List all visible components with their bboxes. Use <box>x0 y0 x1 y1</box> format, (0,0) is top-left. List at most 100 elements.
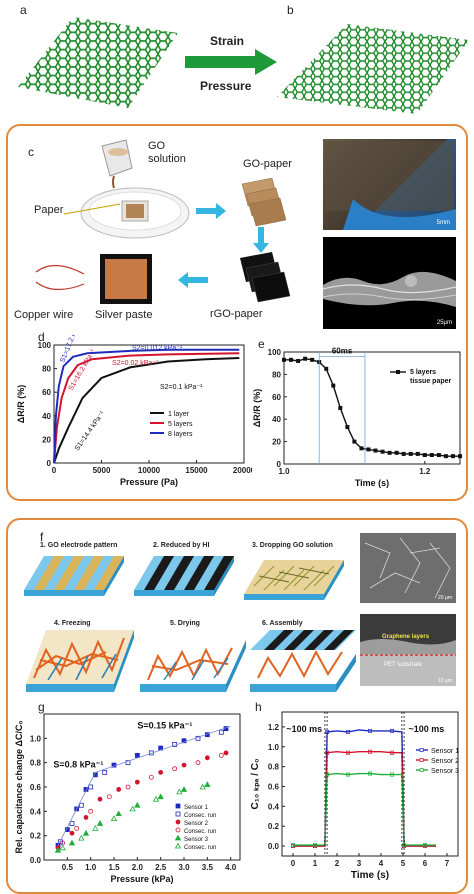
x-tick-label: 0 <box>52 466 57 475</box>
data-point <box>106 794 112 800</box>
legend-label: Consec. run <box>184 813 216 819</box>
y-tick-label: 40 <box>42 412 51 421</box>
y-tick-label: 0.6 <box>268 782 280 791</box>
data-point <box>129 805 136 812</box>
data-point <box>78 802 84 808</box>
data-point <box>352 439 357 444</box>
data-point <box>390 772 394 777</box>
legend-marker <box>419 758 424 762</box>
data-point <box>345 425 350 430</box>
copper-wire-label: Copper wire <box>14 309 74 321</box>
y-tick-label: 0.0 <box>30 856 42 865</box>
x-tick-label: 1 <box>313 859 318 868</box>
y-tick-label: 100 <box>268 348 282 357</box>
interval-label: 60ms <box>332 346 353 355</box>
data-point <box>296 358 301 363</box>
panel-box-cde <box>6 124 468 501</box>
x-tick-label: 15000 <box>185 466 208 475</box>
data-point <box>125 784 131 790</box>
legend-label: Sensor 1 <box>184 805 209 811</box>
y-tick-label: 80 <box>272 370 281 379</box>
x-tick-label: 0.5 <box>62 863 74 872</box>
step-6-graphic <box>250 630 356 692</box>
panel-label-e: e <box>258 337 265 351</box>
data-point <box>429 453 434 458</box>
data-point <box>152 795 160 802</box>
y-tick-label: 0.8 <box>30 759 42 768</box>
data-point <box>176 788 183 795</box>
data-point <box>125 760 131 766</box>
device-schematic <box>35 254 152 304</box>
step-4-graphic <box>26 630 134 692</box>
data-point <box>158 770 164 775</box>
arrow-to-go-paper <box>196 203 226 219</box>
legend-marker <box>419 748 424 752</box>
y-tick-label: 1.0 <box>30 734 42 743</box>
data-point <box>373 448 378 453</box>
panel-label-f: f <box>40 530 44 544</box>
sensitivity-annotation: S2=0.02 kPa⁻¹ <box>112 360 159 367</box>
data-point <box>359 446 364 451</box>
data-point <box>74 825 80 831</box>
plot-frame <box>283 351 461 465</box>
sem-top-scale: 20 µm <box>438 595 452 601</box>
data-point <box>134 779 140 785</box>
y-tick-label: 0.0 <box>268 842 280 851</box>
data-point <box>380 449 385 454</box>
y-tick-label: 1.2 <box>268 723 280 732</box>
sensitivity-annotation: S1=14.4 kPa⁻¹ <box>74 410 107 452</box>
response-time-label: ~100 ms <box>286 724 322 734</box>
arrow-to-rgo-paper <box>253 227 269 253</box>
data-point <box>134 801 141 808</box>
data-point <box>204 781 211 787</box>
go-solution-beaker <box>101 139 133 188</box>
graphene-sheet-strained <box>277 24 469 114</box>
panel-label-c: c <box>28 145 34 159</box>
y-tick-label: 0.8 <box>268 763 280 772</box>
y-tick-label: 80 <box>42 365 51 374</box>
legend-label: Consec. run <box>184 845 216 851</box>
data-point <box>310 357 315 362</box>
data-point <box>199 783 206 790</box>
strain-label: Strain <box>210 34 245 48</box>
legend-label: Sensor 3 <box>431 768 459 775</box>
legend-label: Sensor 3 <box>184 837 209 843</box>
data-point <box>402 843 407 848</box>
sensitivity-annotation: S=0.15 kPa⁻¹ <box>137 721 192 731</box>
x-tick-label: 5000 <box>93 466 111 475</box>
panel-label-d: d <box>38 330 45 344</box>
data-point <box>366 447 371 452</box>
x-tick-label: 3 <box>357 859 362 868</box>
data-point <box>83 815 89 820</box>
sem-cross-section: 25µm <box>323 237 456 329</box>
x-tick-label: 5 <box>401 859 406 868</box>
legend-label: 1 layer <box>168 411 190 418</box>
data-point <box>175 827 181 833</box>
data-point <box>390 750 394 755</box>
data-point <box>54 846 62 853</box>
x-tick-label: 1.0 <box>278 467 290 476</box>
data-point <box>97 796 103 802</box>
data-point <box>346 729 350 734</box>
data-point <box>303 356 308 361</box>
panel-label-g: g <box>38 700 45 714</box>
data-point <box>116 787 122 792</box>
panel-label-b: b <box>287 3 294 17</box>
data-point <box>195 760 201 766</box>
x-tick-label: 2 <box>335 859 340 868</box>
step-6-label: 6. Assembly <box>262 620 303 627</box>
y-tick-label: 60 <box>42 388 51 397</box>
y-tick-label: 1.0 <box>268 743 280 752</box>
data-point <box>423 843 427 848</box>
data-point <box>313 843 317 848</box>
x-tick-label: 6 <box>423 859 428 868</box>
sensitivity-annotation: S2=0.012 kPa⁻¹ <box>132 345 183 352</box>
data-point <box>174 834 182 841</box>
y-axis-label: ΔR/R (%) <box>16 385 26 423</box>
data-point <box>157 793 164 800</box>
legend-marker <box>419 768 424 772</box>
legend-label: Sensor 2 <box>431 758 459 765</box>
data-point <box>68 839 76 846</box>
x-tick-label: 10000 <box>138 466 161 475</box>
data-point <box>331 383 336 388</box>
